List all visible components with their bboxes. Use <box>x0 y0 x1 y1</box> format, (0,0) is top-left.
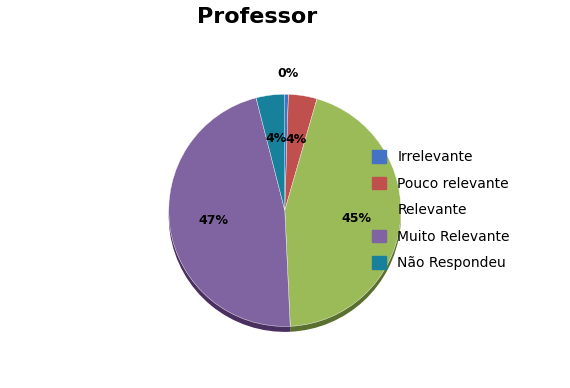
Title: Professor: Professor <box>197 7 317 27</box>
Wedge shape <box>169 98 290 326</box>
Wedge shape <box>285 100 317 216</box>
Text: 4%: 4% <box>265 132 287 146</box>
Text: 45%: 45% <box>341 212 371 225</box>
Wedge shape <box>285 104 401 332</box>
Text: 4%: 4% <box>286 133 307 146</box>
Text: 47%: 47% <box>198 215 229 227</box>
Wedge shape <box>256 100 285 216</box>
Wedge shape <box>285 94 317 210</box>
Wedge shape <box>256 94 285 210</box>
Wedge shape <box>169 103 290 332</box>
Legend: Irrelevante, Pouco relevante, Relevante, Muito Relevante, Não Respondeu: Irrelevante, Pouco relevante, Relevante,… <box>367 145 515 276</box>
Wedge shape <box>285 94 288 210</box>
Text: 0%: 0% <box>277 67 298 80</box>
Wedge shape <box>285 100 288 216</box>
Wedge shape <box>285 99 401 326</box>
